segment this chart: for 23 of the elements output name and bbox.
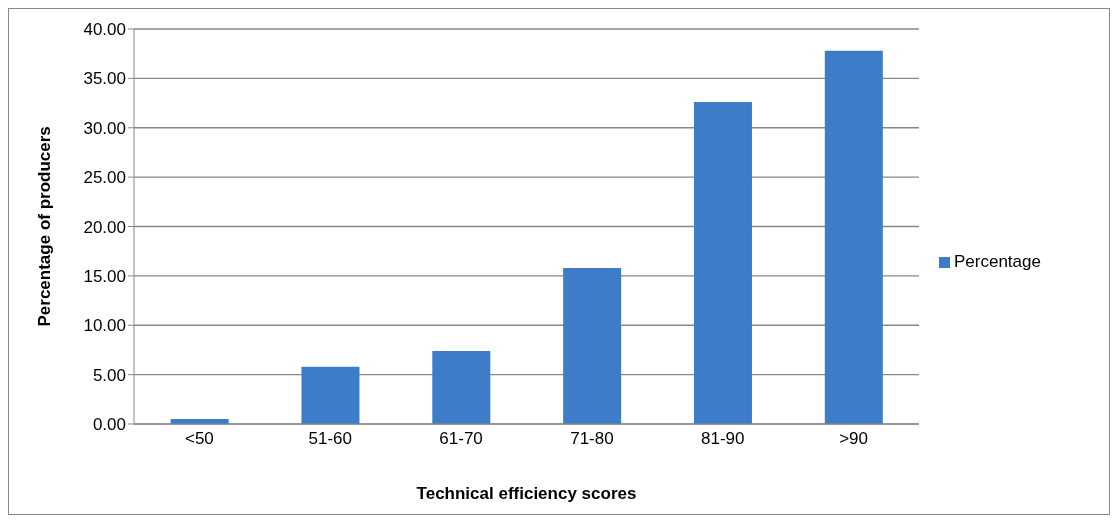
y-tick-label: 20.00 — [83, 217, 126, 237]
y-tick-label: 5.00 — [92, 365, 126, 385]
y-tick-label: 25.00 — [83, 168, 126, 188]
y-axis-title: Percentage of producers — [35, 126, 55, 327]
y-tick-label: 30.00 — [83, 118, 126, 138]
x-tick-label: >90 — [839, 429, 869, 449]
x-axis-title: Technical efficiency scores — [416, 484, 637, 503]
x-tick-label: 81-90 — [701, 429, 745, 449]
bar — [563, 267, 622, 424]
y-tick-label: 15.00 — [83, 266, 126, 286]
bar — [301, 366, 360, 424]
bar — [693, 102, 752, 424]
x-tick-label: 51-60 — [308, 429, 352, 449]
y-tick-label: 40.00 — [83, 20, 126, 40]
x-tick-label: 71-80 — [570, 429, 614, 449]
bar — [432, 350, 491, 424]
x-tick-label: 61-70 — [439, 429, 483, 449]
y-tick-label: 35.00 — [83, 69, 126, 89]
x-tick-label: <50 — [184, 429, 214, 449]
y-tick-label: 10.00 — [83, 316, 126, 336]
legend-label: Percentage — [954, 251, 1041, 271]
y-tick-label: 0.00 — [92, 415, 126, 435]
bar — [824, 50, 883, 424]
